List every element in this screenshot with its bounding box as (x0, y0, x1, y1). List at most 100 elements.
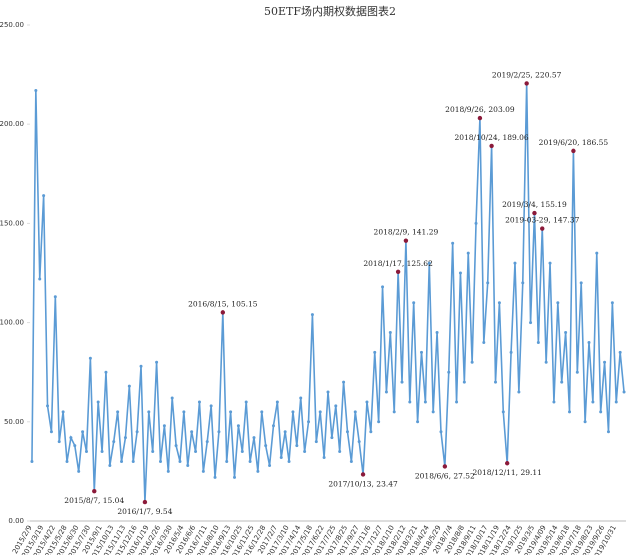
data-point (88, 356, 92, 360)
annotation-label: 2018/9/26, 203.09 (445, 105, 515, 114)
data-point (536, 340, 540, 344)
data-point (470, 360, 474, 364)
data-point (451, 241, 455, 245)
annotation-point (524, 81, 529, 86)
annotation-point (504, 461, 510, 466)
data-point (307, 420, 311, 424)
data-point (591, 400, 595, 404)
data-point (509, 350, 513, 354)
y-tick-label: 200.00 (0, 120, 24, 128)
annotation-label: 2015/8/7, 15.04 (64, 496, 124, 505)
data-point (618, 350, 622, 354)
data-point (61, 410, 65, 414)
data-point (392, 410, 396, 414)
y-tick-label: 250.00 (0, 21, 24, 29)
annotation-point (442, 464, 448, 469)
data-point (84, 450, 88, 454)
data-point (497, 301, 501, 305)
data-point (108, 463, 112, 467)
data-point (482, 340, 486, 344)
data-point (170, 396, 174, 400)
data-point (69, 436, 73, 440)
y-tick-label: 150.00 (0, 219, 24, 227)
data-point (279, 456, 283, 460)
data-point (622, 390, 626, 394)
annotation-point (571, 148, 576, 154)
series-line (31, 83, 625, 503)
data-point (373, 350, 377, 354)
data-point (178, 459, 182, 463)
annotation-point (220, 310, 226, 315)
data-point (342, 380, 346, 384)
data-point (427, 261, 431, 265)
data-point (318, 410, 322, 414)
y-tick-label: 0.00 (8, 517, 24, 525)
data-point (194, 450, 198, 454)
data-point (568, 410, 572, 414)
data-point (190, 430, 194, 434)
data-point (147, 410, 151, 414)
data-point (57, 440, 61, 444)
data-point (501, 410, 505, 414)
data-point (240, 450, 244, 454)
data-point (564, 331, 568, 335)
data-point (268, 463, 272, 467)
data-point (42, 194, 46, 198)
data-point (599, 410, 603, 414)
data-point (416, 420, 420, 424)
data-point (334, 404, 338, 408)
data-point (49, 430, 53, 434)
annotation-point (532, 210, 537, 216)
data-point (127, 384, 131, 388)
data-point (610, 301, 614, 305)
data-point (552, 400, 556, 404)
data-point (283, 430, 287, 434)
data-point (369, 430, 373, 434)
annotation-label: 2019/2/25, 220.57 (492, 70, 562, 79)
data-point (455, 400, 459, 404)
data-point (435, 331, 439, 335)
data-point (260, 410, 264, 414)
data-point (201, 469, 205, 473)
data-point (65, 459, 69, 463)
annotation-label: 2018/2/9, 141.29 (374, 228, 439, 237)
data-point (225, 459, 229, 463)
annotation-label: 2019/3/4, 155.19 (502, 200, 567, 209)
data-point (252, 436, 256, 440)
data-point (287, 459, 291, 463)
data-point (606, 430, 610, 434)
data-point (388, 331, 392, 335)
data-point (322, 456, 326, 460)
data-point (205, 440, 209, 444)
data-point (197, 400, 201, 404)
data-point (38, 277, 42, 281)
data-point (357, 440, 361, 444)
data-point (53, 295, 57, 299)
annotation-label: 2019/6/20, 186.55 (539, 138, 609, 147)
data-point (186, 463, 190, 467)
data-point (162, 424, 166, 428)
data-point (77, 469, 81, 473)
data-point (295, 444, 299, 448)
data-point (517, 390, 521, 394)
data-point (365, 400, 369, 404)
data-point (182, 410, 186, 414)
data-point (166, 469, 170, 473)
data-point (560, 380, 564, 384)
data-point (96, 400, 100, 404)
data-point (603, 360, 607, 364)
annotation-point (489, 143, 494, 149)
data-point (236, 424, 240, 428)
annotation-label: 2018/12/11, 29.11 (472, 468, 541, 477)
y-tick-label: 50.00 (4, 418, 24, 426)
data-point (116, 410, 120, 414)
data-point (408, 400, 412, 404)
data-point (104, 370, 108, 374)
data-point (151, 450, 155, 454)
data-point (275, 400, 279, 404)
data-point (419, 350, 423, 354)
chart-title: 50ETF场内期权数据图表2 (264, 4, 396, 18)
annotation-point (540, 226, 545, 231)
